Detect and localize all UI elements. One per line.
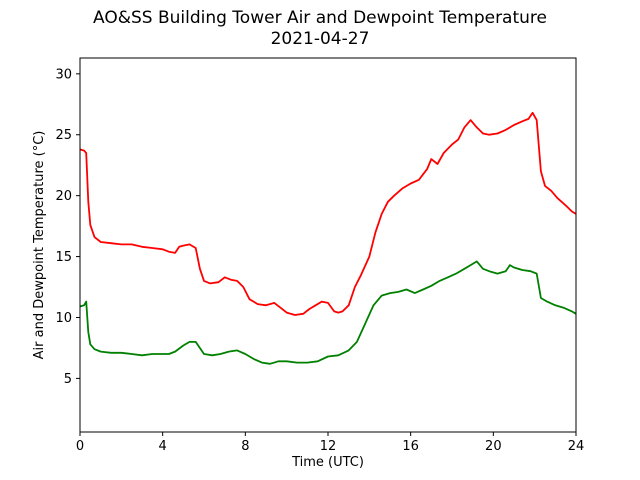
y-tick-label: 25 [55, 128, 72, 143]
x-tick-label: 8 [241, 439, 249, 454]
y-axis-label: Air and Dewpoint Temperature (°C) [32, 131, 47, 360]
x-tick-label: 24 [568, 439, 585, 454]
x-tick-label: 16 [402, 439, 419, 454]
series-line-0 [79, 111, 577, 316]
y-tick-label: 20 [55, 189, 72, 204]
x-axis-label: Time (UTC) [291, 455, 364, 470]
x-tick-label: 20 [485, 439, 502, 454]
chart-title: AO&SS Building Tower Air and Dewpoint Te… [92, 8, 547, 28]
plot-frame [79, 57, 577, 433]
y-tick-label: 5 [64, 372, 72, 387]
y-axis: 5 10 15 20 25 30 [55, 67, 80, 387]
y-tick-label: 10 [55, 311, 72, 326]
x-tick-label: 0 [76, 439, 84, 454]
y-tick-label: 15 [55, 250, 72, 265]
chart-subtitle: 2021-04-27 [270, 29, 370, 49]
x-tick-label: 12 [320, 439, 337, 454]
y-tick-label: 30 [55, 67, 72, 82]
series-line-1 [79, 260, 577, 365]
x-axis: 0 4 8 12 16 20 24 [76, 432, 584, 454]
plot-marks [79, 111, 577, 365]
x-tick-label: 4 [159, 439, 167, 454]
